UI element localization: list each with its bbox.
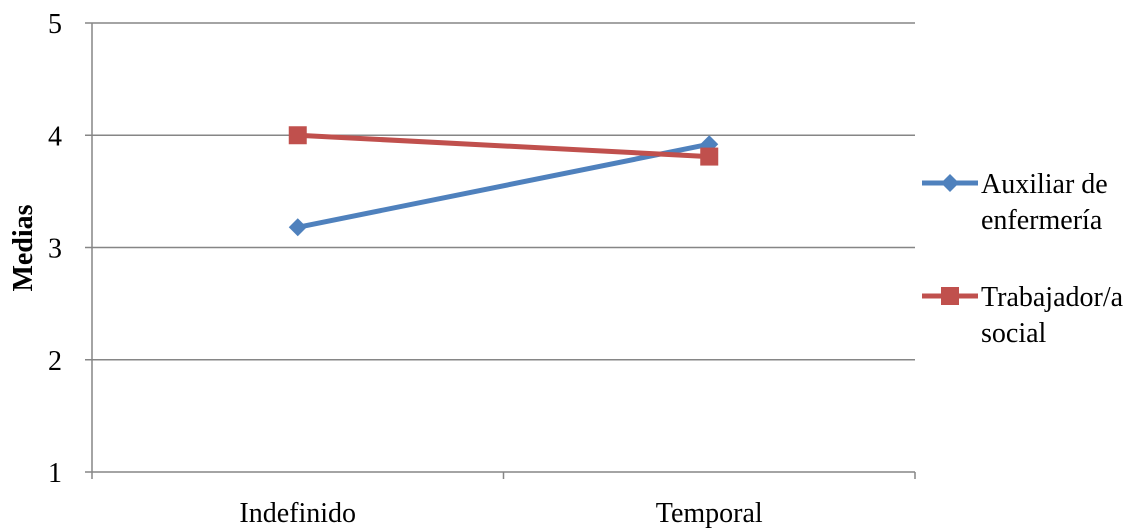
y-tick-label-5: 5 <box>48 9 62 40</box>
gridlines <box>92 22 915 361</box>
legend-label-line: Auxiliar de <box>981 169 1108 200</box>
series-2 <box>288 126 719 166</box>
series-1-line <box>295 141 712 230</box>
legend-label-line: enfermería <box>981 205 1103 236</box>
legend-item-1: Auxiliar de enfermería <box>922 169 1108 236</box>
legend-item-2: Trabajador/a social <box>922 282 1124 349</box>
legend-marker-1 <box>941 174 959 192</box>
series-2-point-temporal <box>700 147 719 166</box>
legend-label-2: Trabajador/a social <box>981 282 1124 349</box>
x-tick-label-indefinido: Indefinido <box>239 498 356 529</box>
series-1-point-indefinido <box>288 218 307 237</box>
legend: Auxiliar de enfermería Trabajador/a social <box>922 169 1124 349</box>
series-1 <box>288 135 719 237</box>
y-axis-label: Medias <box>8 204 39 291</box>
y-tick-label-2: 2 <box>48 346 62 377</box>
y-tick-label-3: 3 <box>48 234 62 265</box>
x-tick-labels: Indefinido Temporal <box>91 472 916 529</box>
y-tick-label-1: 1 <box>48 458 62 489</box>
series-2-point-indefinido <box>288 126 307 145</box>
legend-label-1: Auxiliar de enfermería <box>981 169 1108 236</box>
y-tick-label-4: 4 <box>48 121 62 152</box>
legend-marker-2 <box>941 287 959 305</box>
legend-label-line: Trabajador/a <box>981 282 1124 313</box>
series-2-line <box>295 132 712 160</box>
x-tick-label-temporal: Temporal <box>656 498 763 529</box>
series-group <box>288 126 719 237</box>
y-tick-labels: 1 2 3 4 5 <box>48 9 92 489</box>
legend-label-line: social <box>981 318 1047 349</box>
